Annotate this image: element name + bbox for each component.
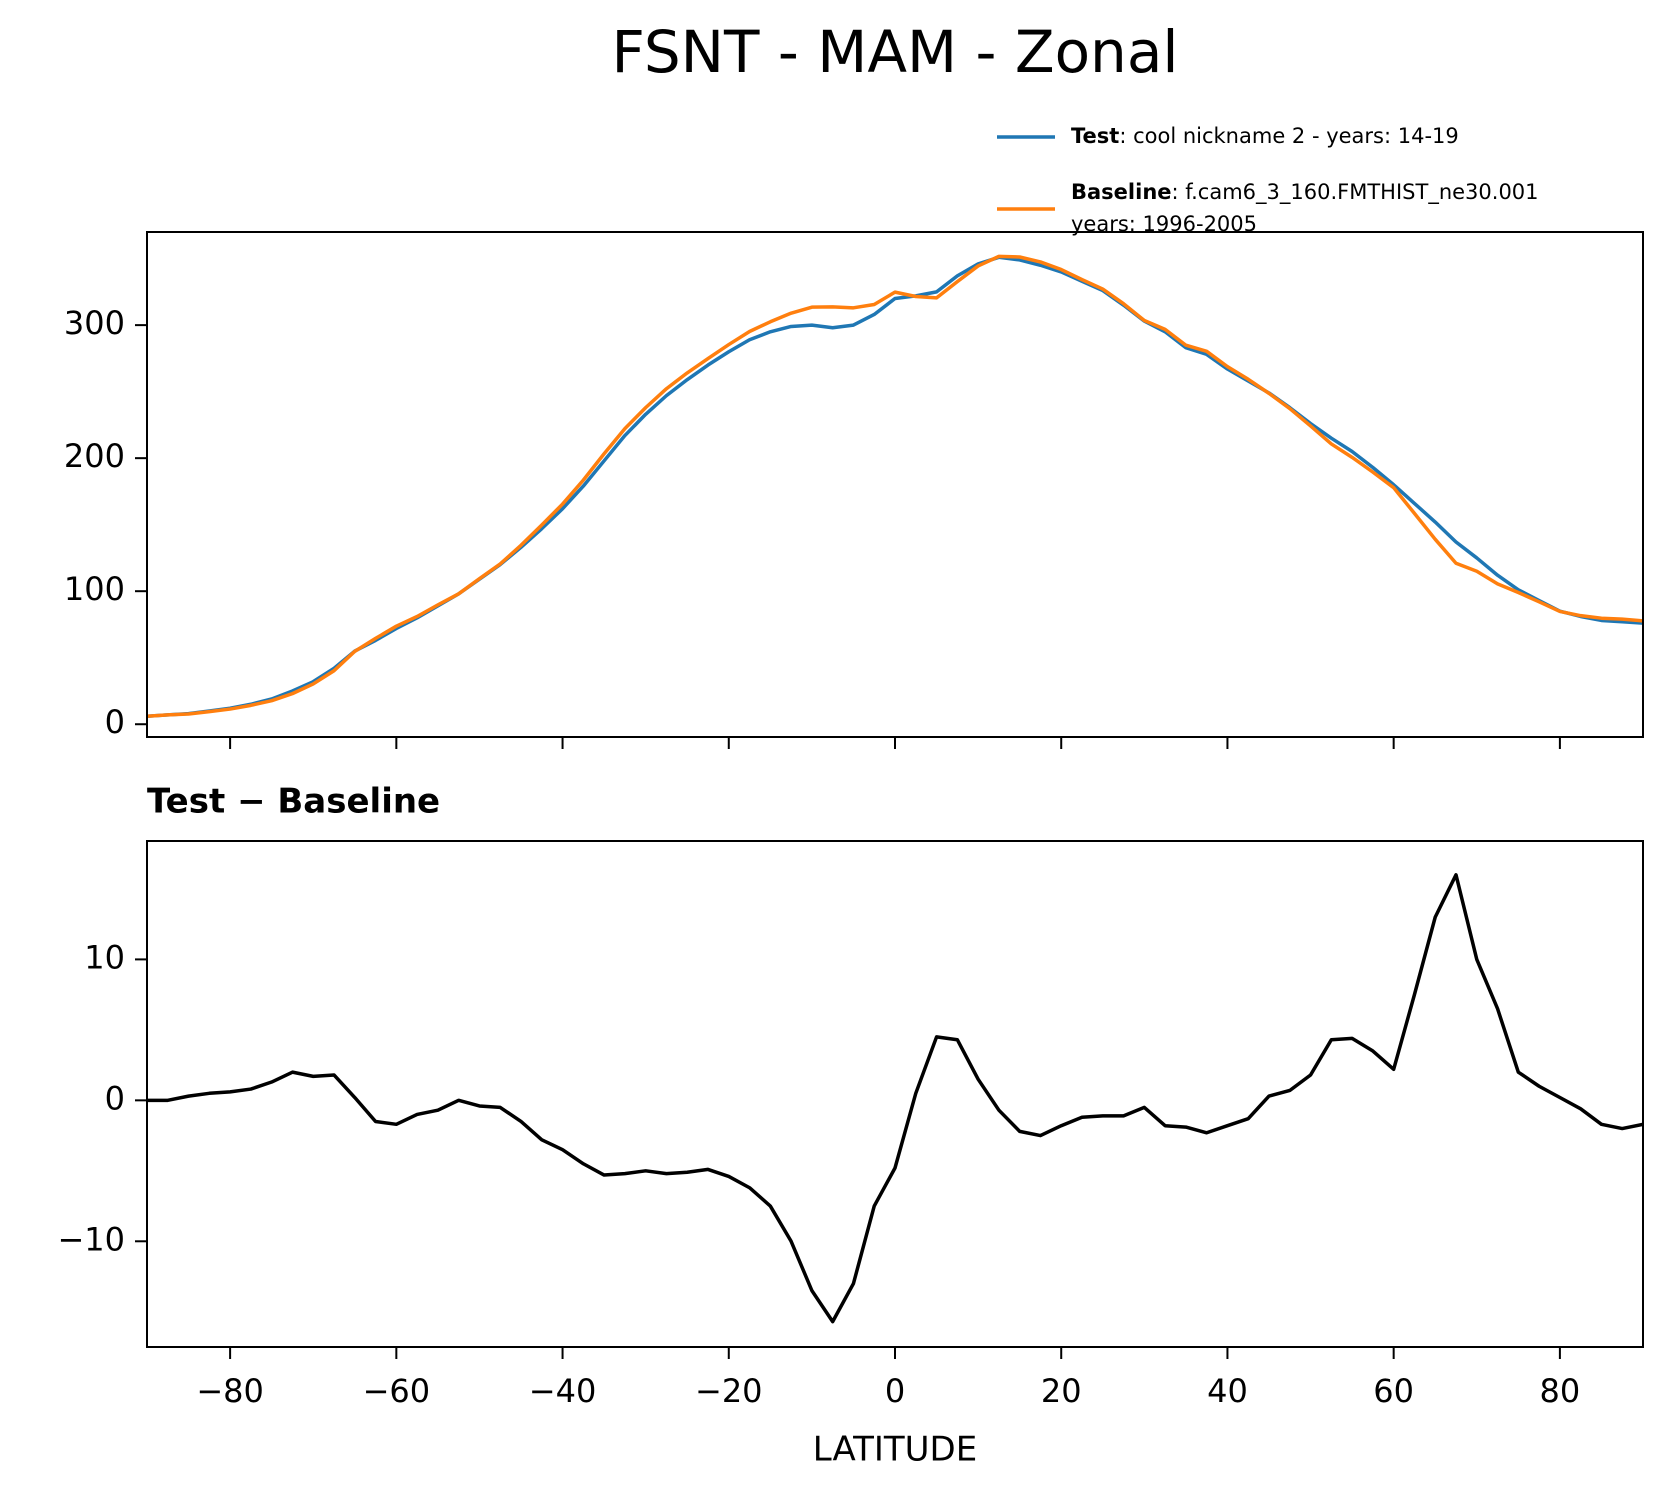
y-tick-label: 200 bbox=[64, 437, 125, 475]
data-line bbox=[147, 254, 1643, 718]
legend-label: : cool nickname 2 - years: 14-19 bbox=[1119, 124, 1458, 148]
data-line bbox=[147, 255, 1643, 718]
legend-name: Test bbox=[1071, 124, 1119, 148]
x-tick-label: −80 bbox=[196, 1372, 264, 1410]
x-tick-label: −20 bbox=[695, 1372, 763, 1410]
y-tick-label: 0 bbox=[105, 1079, 125, 1117]
x-tick-label: 20 bbox=[1041, 1372, 1082, 1410]
y-tick-label: 0 bbox=[105, 703, 125, 741]
data-line bbox=[147, 873, 1643, 1324]
x-tick-label: −40 bbox=[529, 1372, 597, 1410]
axes-frame bbox=[146, 231, 1644, 738]
panel-title: Test − Baseline bbox=[147, 782, 440, 822]
y-tick-label: −10 bbox=[57, 1220, 125, 1258]
y-tick-label: 300 bbox=[64, 304, 125, 342]
x-tick-label: −60 bbox=[363, 1372, 431, 1410]
figure-title: FSNT - MAM - Zonal bbox=[612, 18, 1179, 86]
legend-name: Baseline bbox=[1071, 180, 1172, 204]
x-tick-label: 40 bbox=[1207, 1372, 1248, 1410]
legend-label: : f.cam6_3_160.FMTHIST_ne30.001 bbox=[1172, 180, 1539, 205]
y-tick-label: 10 bbox=[84, 938, 125, 976]
legend-label: years: 1996-2005 bbox=[1071, 212, 1257, 236]
axes-frame bbox=[146, 840, 1644, 1348]
x-axis-label: LATITUDE bbox=[813, 1430, 977, 1470]
x-tick-label: 0 bbox=[885, 1372, 905, 1410]
x-tick-label: 60 bbox=[1373, 1372, 1414, 1410]
x-tick-label: 80 bbox=[1540, 1372, 1581, 1410]
legend-entry: Baseline: f.cam6_3_160.FMTHIST_ne30.001 bbox=[1071, 180, 1539, 205]
y-tick-label: 100 bbox=[64, 570, 125, 608]
legend-entry: Test: cool nickname 2 - years: 14-19 bbox=[1071, 124, 1459, 148]
